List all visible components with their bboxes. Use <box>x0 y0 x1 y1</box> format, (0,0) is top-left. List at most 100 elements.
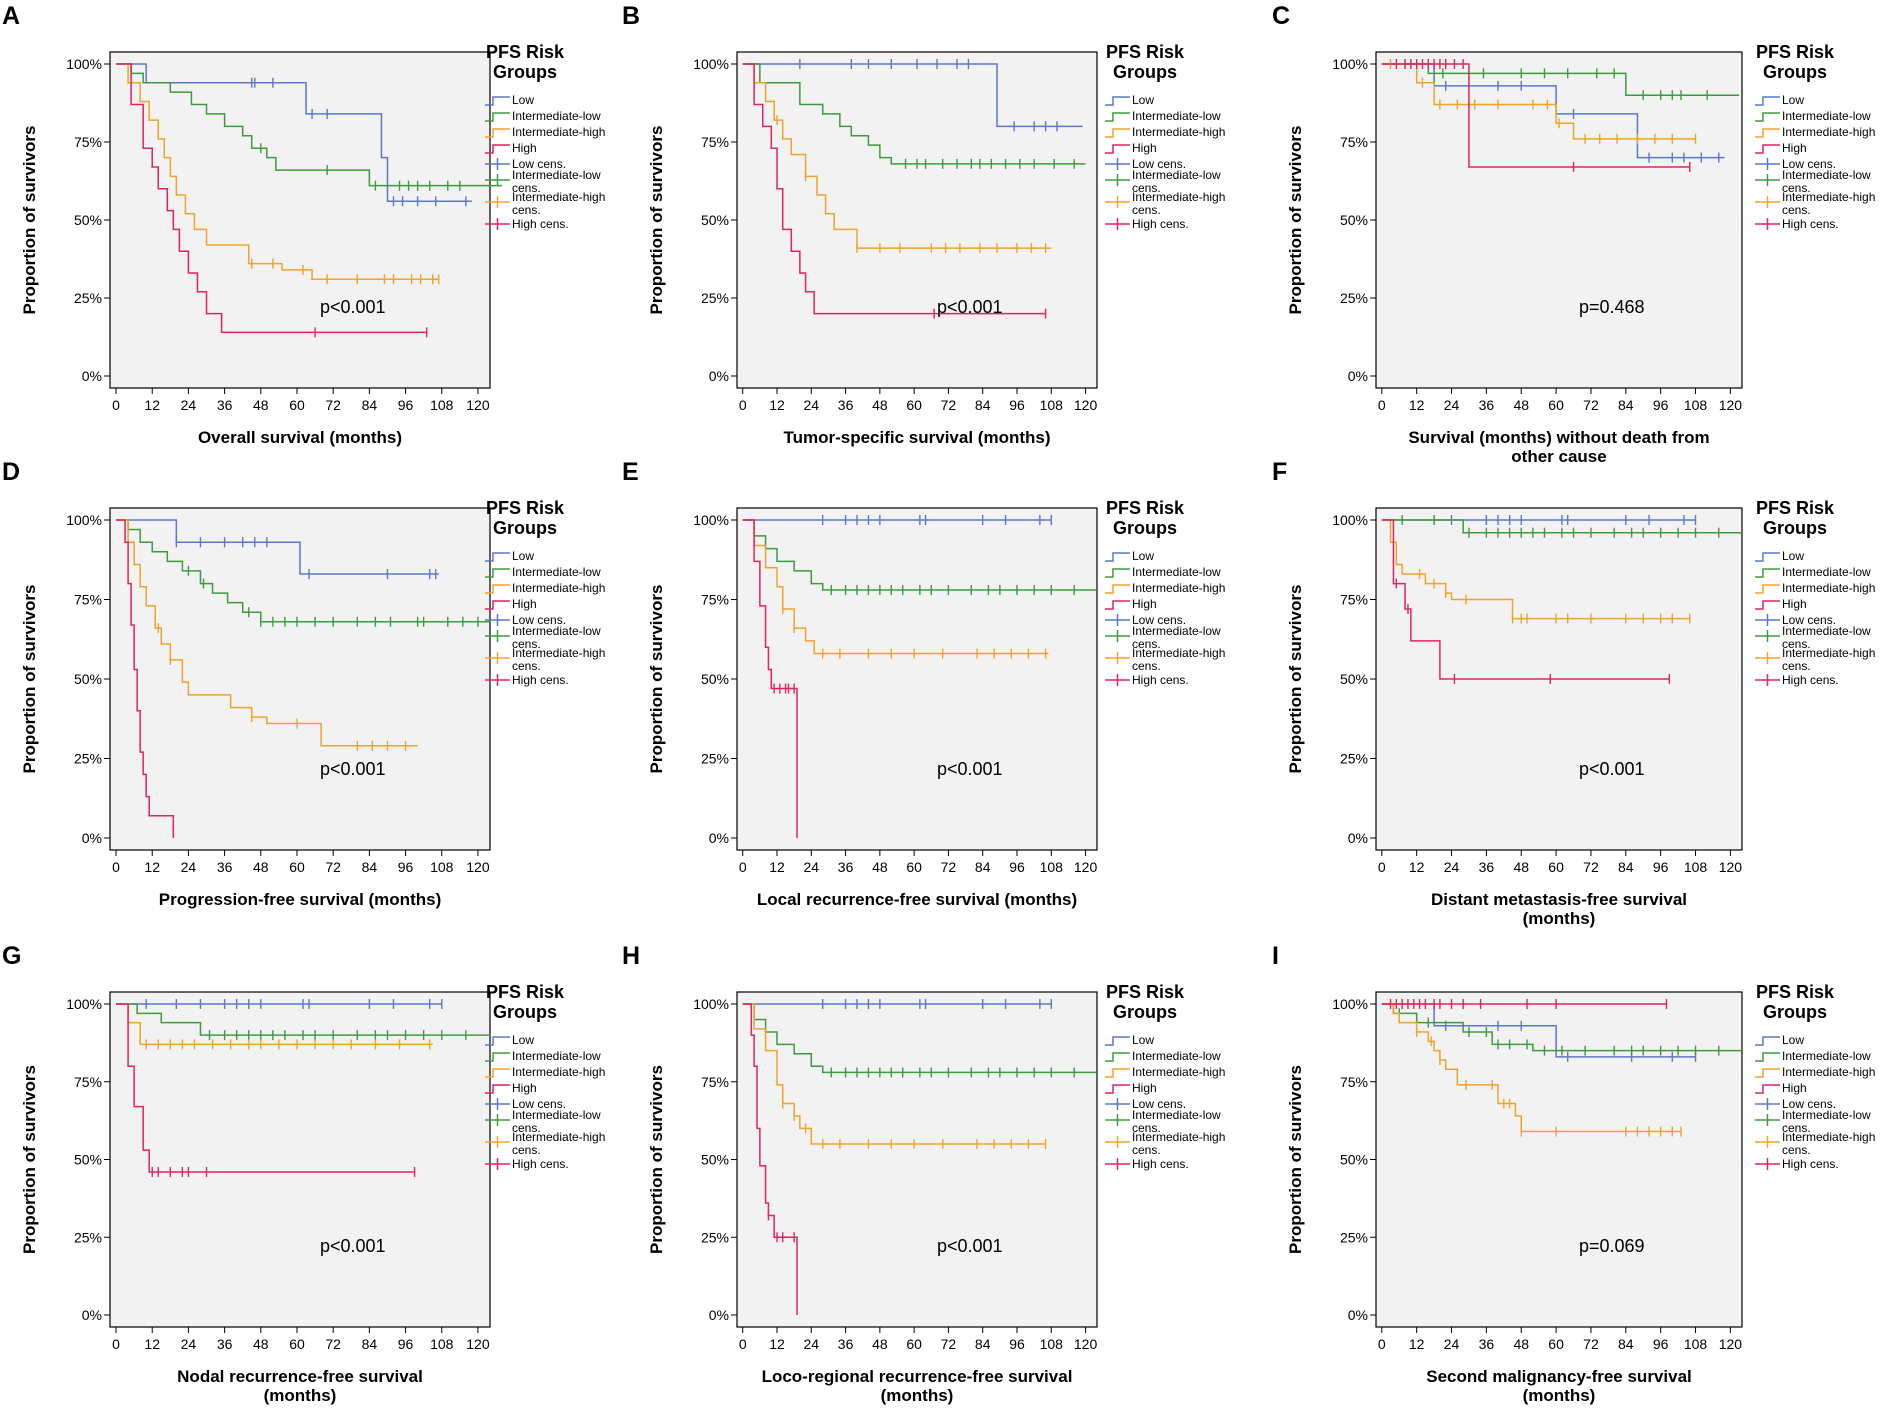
legend-label: High <box>512 141 537 155</box>
x-tick-label: 120 <box>1719 1336 1743 1352</box>
series-intermediate-high <box>1381 1003 1682 1137</box>
y-axis-label: Proportion of survivors <box>647 1065 666 1254</box>
legend-label: High <box>1782 141 1807 155</box>
plot-area <box>1375 51 1743 389</box>
series-high <box>742 519 798 838</box>
legend-label: Intermediate-high cens. <box>512 190 605 217</box>
x-tick-label: 108 <box>1040 1336 1064 1352</box>
legend-label: Intermediate-low cens. <box>1132 168 1221 195</box>
legend-swatch <box>485 96 510 106</box>
y-tick-label: 0% <box>1348 1307 1368 1323</box>
legend-label: Intermediate-low <box>512 565 601 579</box>
legend-label: Intermediate-high cens. <box>512 1130 605 1157</box>
legend-swatch <box>1105 96 1130 106</box>
x-tick-label: 48 <box>253 1336 269 1352</box>
legend-swatch <box>485 600 510 610</box>
legend-label: Intermediate-low cens. <box>512 624 601 651</box>
x-axis-label: Tumor-specific survival (months) <box>783 428 1050 447</box>
y-tick-label: 25% <box>74 290 102 306</box>
x-tick-label: 12 <box>1409 397 1425 413</box>
x-tick-label: 24 <box>1444 397 1460 413</box>
legend-label: Intermediate-high <box>1132 581 1225 595</box>
x-tick-label: 72 <box>1583 1336 1599 1352</box>
survival-curve <box>1381 519 1742 534</box>
legend-swatch <box>1105 1052 1130 1062</box>
legend-label: Intermediate-high <box>1782 125 1875 139</box>
series-high <box>116 63 428 338</box>
series-high <box>1381 519 1671 684</box>
x-tick-label: 24 <box>803 397 819 413</box>
legend-label: Intermediate-high cens. <box>1782 1130 1875 1157</box>
survival-curve <box>116 63 503 187</box>
x-tick-label: 36 <box>838 859 854 875</box>
legend-label: High <box>1132 1081 1157 1095</box>
y-axis-label: Proportion of survivors <box>1286 126 1305 315</box>
legend-label: Low <box>1782 93 1804 107</box>
p-value: p<0.001 <box>320 759 386 779</box>
series-high <box>742 1003 798 1315</box>
series-intermediate-low <box>116 519 490 627</box>
series-intermediate-low <box>1381 515 1742 538</box>
x-tick-label: 60 <box>1548 859 1564 875</box>
legend-label: High cens. <box>1132 1157 1189 1171</box>
x-tick-label: 108 <box>1684 859 1708 875</box>
y-tick-label: 75% <box>1340 134 1368 150</box>
survival-curve <box>742 63 1083 128</box>
legend-swatch <box>1755 552 1780 562</box>
legend-swatch <box>1105 568 1130 578</box>
p-value: p<0.001 <box>937 759 1003 779</box>
x-tick-label: 24 <box>181 859 197 875</box>
legend-title: Groups <box>493 1002 557 1022</box>
x-tick-label: 36 <box>217 1336 233 1352</box>
x-tick-label: 60 <box>289 1336 305 1352</box>
survival-curve <box>116 63 427 334</box>
y-tick-label: 50% <box>1340 1152 1368 1168</box>
y-tick-label: 50% <box>1340 671 1368 687</box>
legend-swatch <box>1105 112 1130 122</box>
y-tick-label: 50% <box>74 212 102 228</box>
series-low <box>742 515 1052 525</box>
x-tick-label: 24 <box>181 1336 197 1352</box>
legend-label: Intermediate-high cens. <box>1132 190 1225 217</box>
x-tick-label: 36 <box>838 397 854 413</box>
x-tick-label: 12 <box>769 1336 785 1352</box>
y-tick-label: 25% <box>1340 1229 1368 1245</box>
y-tick-label: 25% <box>701 290 729 306</box>
x-tick-label: 108 <box>430 397 454 413</box>
x-axis-label: Overall survival (months) <box>198 428 402 447</box>
series-intermediate-high <box>742 1003 1047 1149</box>
series-intermediate-high <box>742 519 1049 659</box>
y-tick-label: 0% <box>1348 830 1368 846</box>
legend-label: Low cens. <box>1132 157 1186 171</box>
panel-C: C 0% 25% 50% 75% 100% 0 12 24 36 48 60 72 84 96 108 120 P… <box>1272 2 1875 466</box>
x-tick-label: 36 <box>217 397 233 413</box>
x-tick-label: 48 <box>872 1336 888 1352</box>
legend-swatch <box>485 144 510 154</box>
survival-curve <box>742 63 1052 249</box>
x-axis-label: Second malignancy-free survival (months) <box>1426 1367 1692 1405</box>
x-tick-label: 108 <box>1040 859 1064 875</box>
y-tick-label: 100% <box>1332 512 1368 528</box>
legend-label: High cens. <box>1132 217 1189 231</box>
legend-swatch <box>1755 1068 1780 1078</box>
legend-label: Intermediate-high cens. <box>1782 646 1875 673</box>
x-tick-label: 36 <box>1479 859 1495 875</box>
legend-title: PFS Risk <box>486 982 565 1002</box>
x-tick-label: 12 <box>769 859 785 875</box>
legend-swatch <box>1105 144 1130 154</box>
x-tick-label: 60 <box>289 859 305 875</box>
y-tick-label: 0% <box>709 1307 729 1323</box>
x-tick-label: 0 <box>1378 859 1386 875</box>
x-tick-label: 108 <box>430 1336 454 1352</box>
legend-swatch <box>1755 584 1780 594</box>
panel-letter: D <box>2 458 20 486</box>
legend-label: Low cens. <box>1132 1097 1186 1111</box>
x-tick-label: 36 <box>1479 397 1495 413</box>
legend-label: Intermediate-high <box>512 1065 605 1079</box>
series-intermediate-high <box>742 63 1052 254</box>
legend-label: Intermediate-high <box>512 581 605 595</box>
y-axis-label: Proportion of survivors <box>647 585 666 774</box>
legend-label: Intermediate-low <box>1132 565 1221 579</box>
panel-A: A 0% 25% 50% 75% 100% 0 12 24 36 48 60 72 84 96 108 120 P… <box>2 2 605 447</box>
